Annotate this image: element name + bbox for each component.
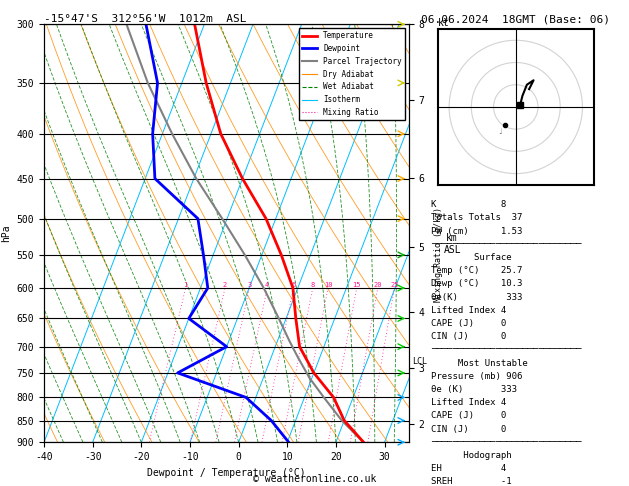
Text: 15: 15	[352, 282, 361, 288]
Text: K            8
Totals Totals  37
PW (cm)      1.53
────────────────────────────
: K 8 Totals Totals 37 PW (cm) 1.53 ──────…	[431, 200, 582, 486]
Text: 3: 3	[247, 282, 252, 288]
Y-axis label: hPa: hPa	[1, 225, 11, 242]
Text: Mixing Ratio (g/kg): Mixing Ratio (g/kg)	[433, 207, 443, 302]
Legend: Temperature, Dewpoint, Parcel Trajectory, Dry Adiabat, Wet Adiabat, Isotherm, Mi: Temperature, Dewpoint, Parcel Trajectory…	[299, 28, 405, 120]
Text: kt: kt	[438, 18, 450, 28]
Y-axis label: km
ASL: km ASL	[443, 233, 461, 255]
Text: 4: 4	[265, 282, 269, 288]
Text: LCL: LCL	[413, 357, 428, 366]
Text: 2: 2	[223, 282, 227, 288]
Text: © weatheronline.co.uk: © weatheronline.co.uk	[253, 473, 376, 484]
X-axis label: Dewpoint / Temperature (°C): Dewpoint / Temperature (°C)	[147, 468, 306, 478]
Text: -15°47'S  312°56'W  1012m  ASL: -15°47'S 312°56'W 1012m ASL	[44, 14, 247, 23]
Text: 1: 1	[184, 282, 187, 288]
Text: ♩: ♩	[498, 126, 502, 136]
Text: 06.06.2024  18GMT (Base: 06): 06.06.2024 18GMT (Base: 06)	[421, 15, 610, 25]
Text: 10: 10	[324, 282, 332, 288]
Text: 6: 6	[291, 282, 296, 288]
Text: 25: 25	[390, 282, 399, 288]
Text: 20: 20	[374, 282, 382, 288]
Text: 8: 8	[311, 282, 315, 288]
